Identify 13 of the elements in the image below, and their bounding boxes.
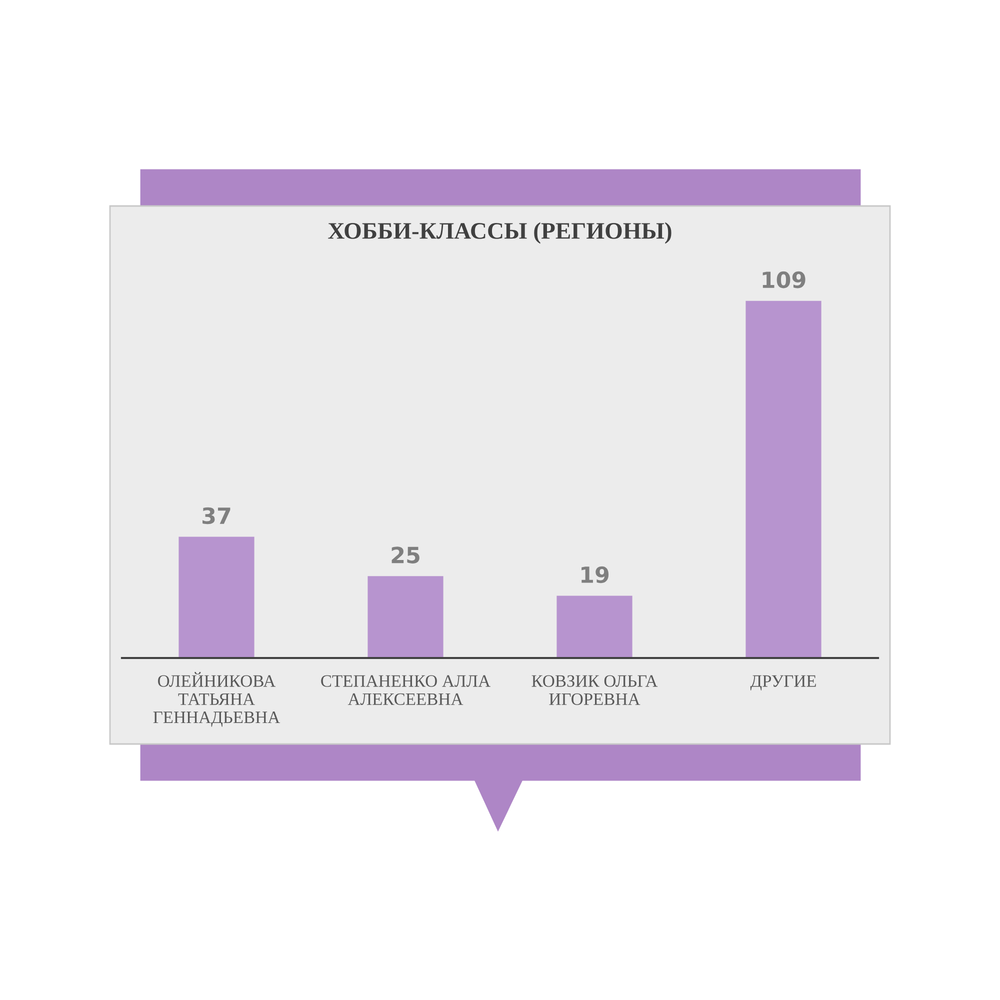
bar bbox=[178, 536, 254, 658]
bar bbox=[368, 576, 444, 658]
data-label: 19 bbox=[582, 566, 609, 584]
data-label: 25 bbox=[392, 546, 420, 564]
x-tick-label: ОЛЕЙНИКОВА ТАТЬЯНА ГЕННАДЬЕВНА bbox=[153, 672, 280, 727]
bar bbox=[556, 596, 632, 658]
chart-title: ХОББИ-КЛАССЫ (РЕГИОНЫ) bbox=[328, 222, 672, 244]
x-tick-label: КОВЗИК ОЛЬГА ИГОРЕВНА bbox=[532, 675, 658, 706]
bar bbox=[746, 300, 822, 658]
x-tick-label: ДРУГИЕ bbox=[750, 675, 816, 690]
x-tick-label: СТЕПАНЕНКО АЛЛА АЛЕКСЕЕВНА bbox=[321, 675, 490, 706]
data-label: 37 bbox=[202, 507, 230, 524]
data-label: 109 bbox=[762, 271, 806, 288]
